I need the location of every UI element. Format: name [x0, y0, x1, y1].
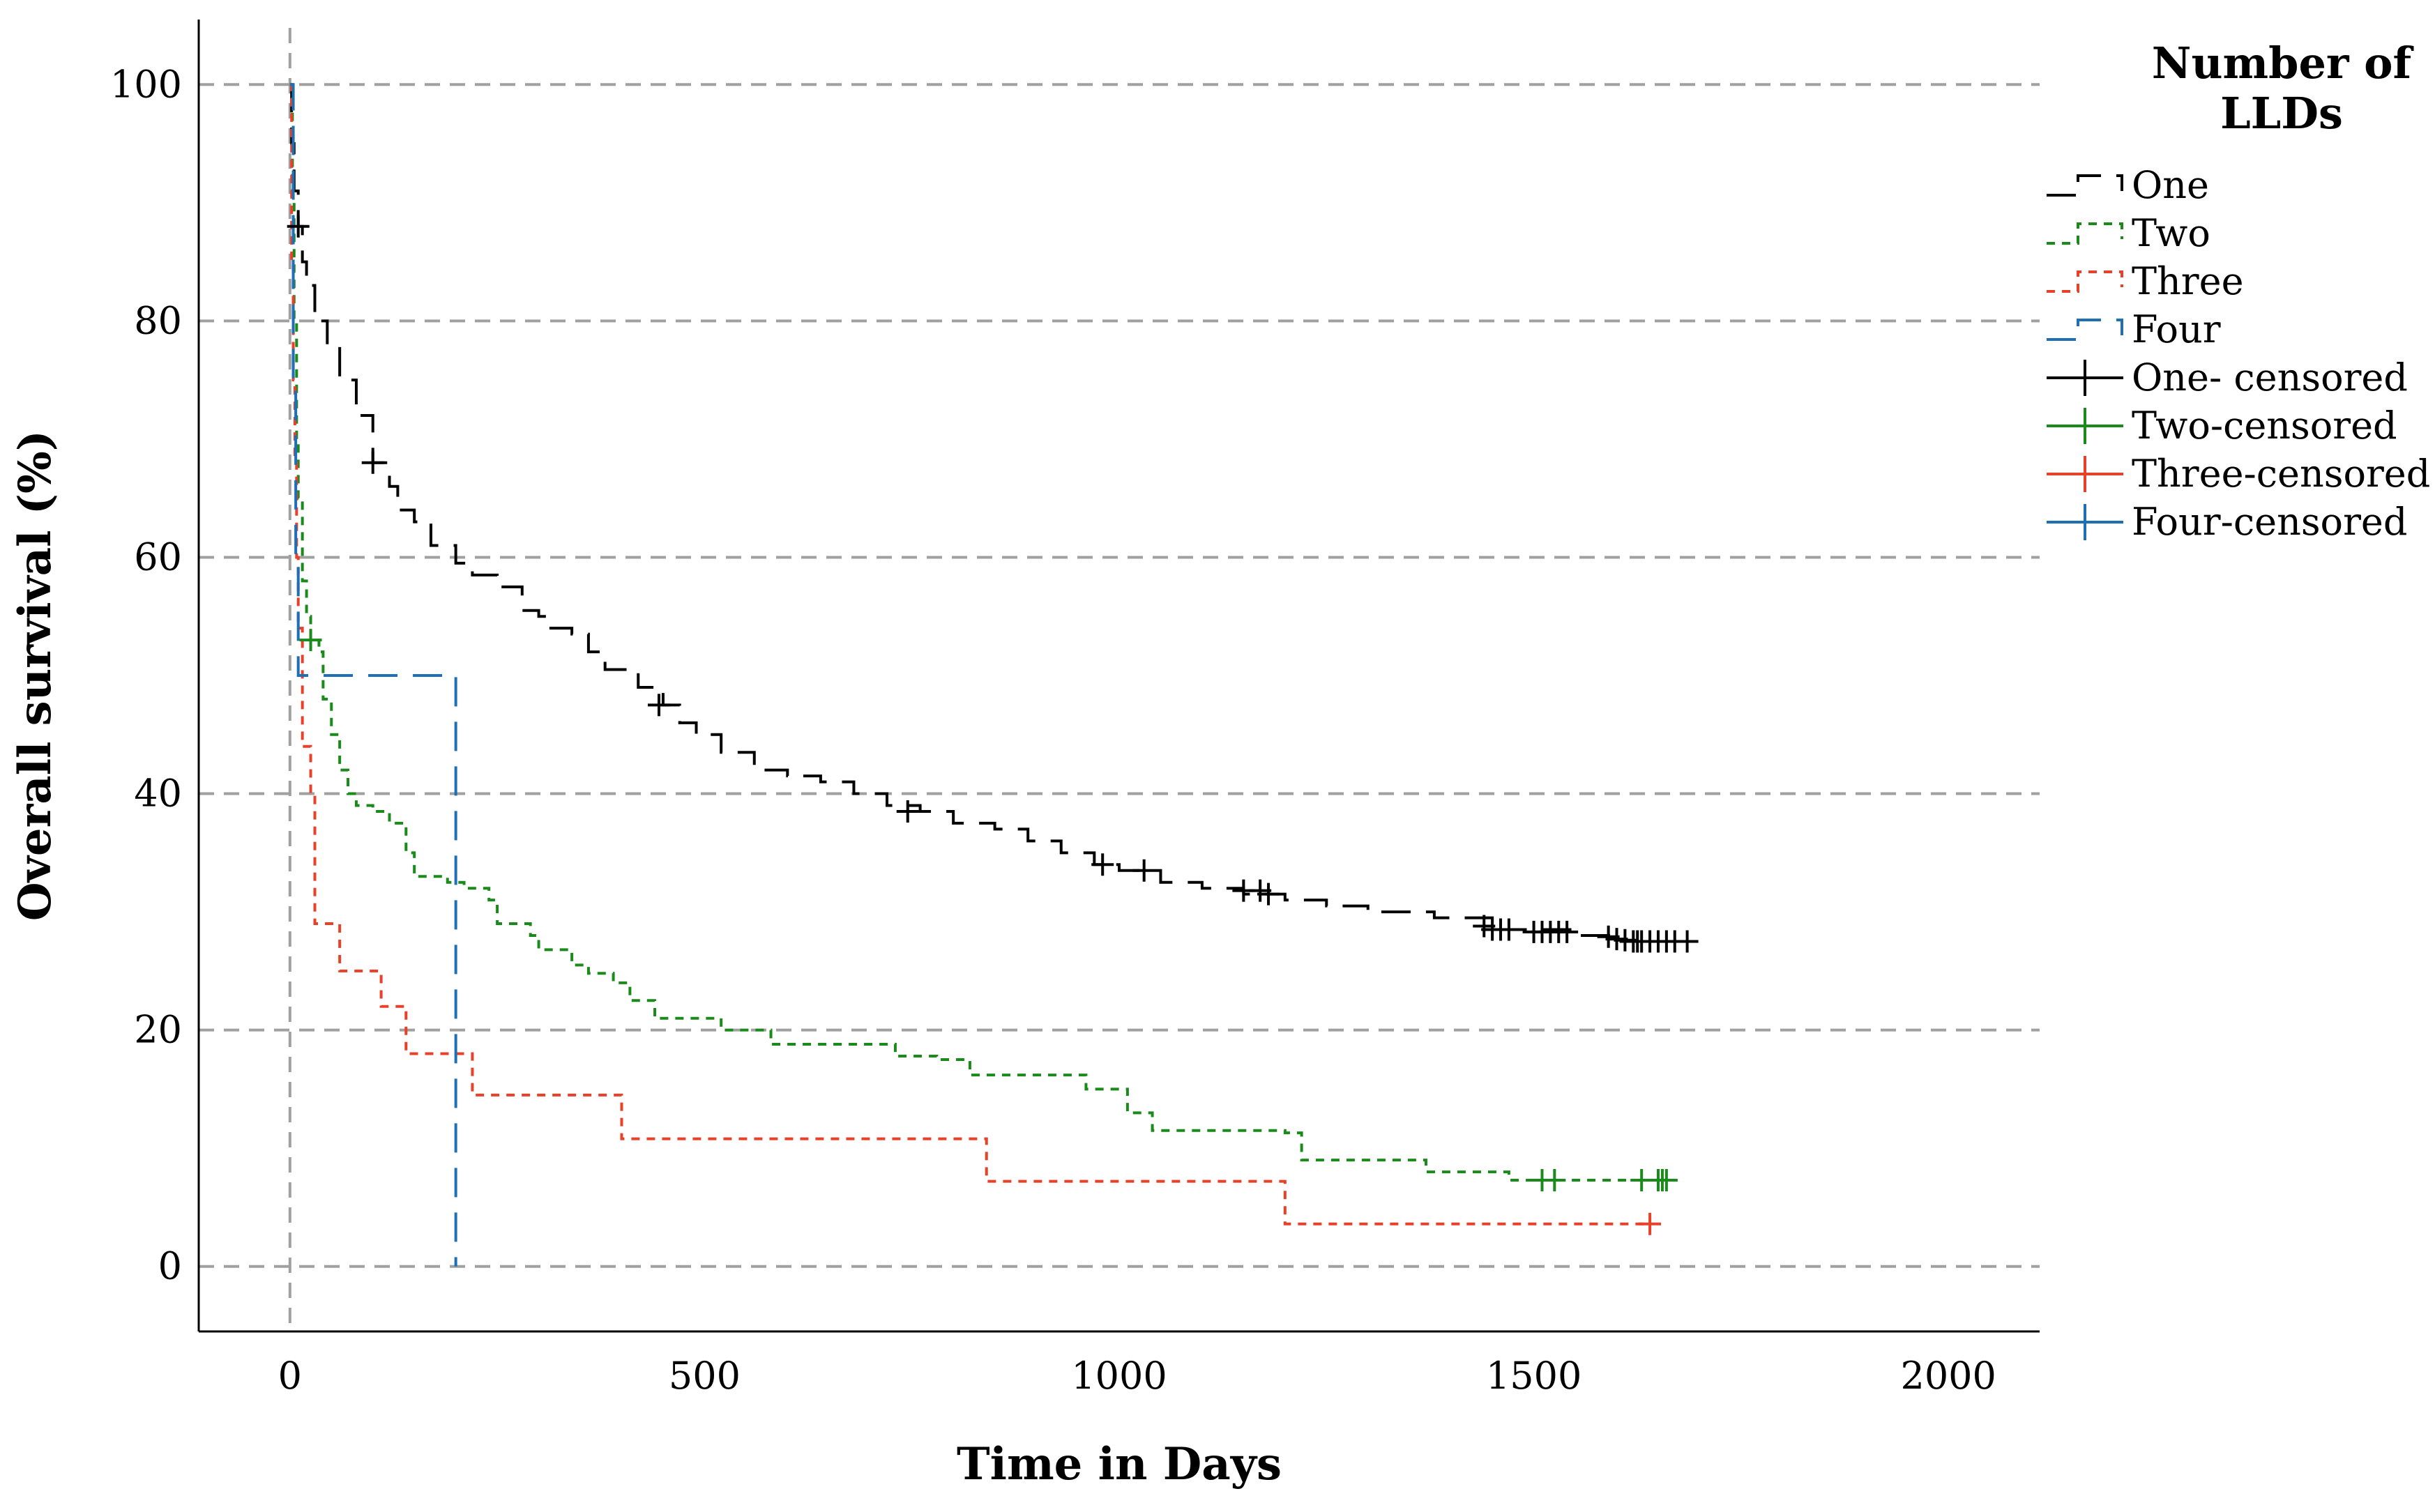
legend-label-one: One [2132, 163, 2209, 207]
y-tick-label: 20 [134, 1008, 182, 1052]
legend-swatch-four-censored [2047, 504, 2123, 540]
legend-item-four: Four [2047, 307, 2221, 351]
censor-mark-one-censored [1132, 859, 1155, 882]
series-line-four [289, 83, 457, 1267]
series-line-one [289, 83, 1683, 943]
censor-mark-one-censored [896, 800, 919, 823]
legend-label-four-censored: Four-censored [2132, 500, 2407, 544]
censor-mark-one-censored [361, 451, 384, 474]
censor-mark-one-censored [648, 694, 670, 717]
censor-mark-one-censored [1556, 920, 1579, 943]
censor-mark-two-censored [1655, 1168, 1678, 1191]
legend-swatch-one-censored [2047, 360, 2123, 396]
x-tick-label: 500 [669, 1354, 741, 1398]
legend-label-two-censored: Two-censored [2132, 404, 2397, 448]
series-line-three [289, 83, 1651, 1225]
censor-mark-two-censored [1543, 1168, 1566, 1191]
x-tick-label: 2000 [1900, 1354, 1996, 1398]
x-axis-title: Time in Days [957, 1438, 1282, 1490]
legend-item-three-censored: Three-censored [2047, 452, 2430, 496]
legend-label-two: Two [2132, 211, 2210, 255]
legend-swatch-two-censored [2047, 408, 2123, 444]
legend-label-three-censored: Three-censored [2132, 452, 2430, 496]
legend-label-four: Four [2132, 307, 2221, 351]
x-tick-label: 1000 [1071, 1354, 1167, 1398]
censor-mark-one-censored [1091, 853, 1114, 876]
legend-title-line2: LLDs [2220, 88, 2343, 139]
legend-swatch-three-censored [2047, 456, 2123, 492]
y-tick-label: 80 [134, 298, 182, 342]
y-tick-label: 60 [134, 535, 182, 579]
x-tick-label: 1500 [1486, 1354, 1581, 1398]
series-layer [289, 83, 1683, 1267]
y-tick-label: 100 [110, 62, 182, 106]
legend-swatch-four [2047, 319, 2123, 341]
legend-item-one-censored: One- censored [2047, 356, 2408, 399]
censor-mark-two-censored [299, 629, 322, 652]
legend-swatch-two [2047, 222, 2123, 245]
censor-mark-one-censored [1497, 918, 1520, 941]
censor-mark-one-censored [1257, 883, 1280, 906]
legend-swatch-three [2047, 270, 2123, 293]
censor-mark-one-censored [287, 215, 310, 238]
grid-layer [199, 28, 2040, 1331]
y-tick-label: 40 [134, 772, 182, 816]
legend-label-three: Three [2132, 259, 2244, 303]
censor-layer [287, 215, 1699, 1235]
legend-item-two: Two [2047, 211, 2210, 255]
y-tick-label: 0 [158, 1244, 182, 1288]
axis-layer [197, 20, 2040, 1333]
legend-label-one-censored: One- censored [2132, 356, 2408, 399]
censor-mark-one-censored [1676, 930, 1699, 953]
legend-swatch-one [2047, 174, 2123, 197]
legend-title-line1: Number of [2152, 38, 2414, 89]
legend-item-two-censored: Two-censored [2047, 404, 2397, 448]
y-axis-title: Overall survival (%) [9, 430, 61, 921]
x-tick-label: 0 [278, 1354, 302, 1398]
series-line-two [289, 83, 1667, 1182]
legend-item-three: Three [2047, 259, 2244, 303]
legend-item-one: One [2047, 163, 2209, 207]
censor-mark-three-censored [1639, 1212, 1662, 1235]
legend-item-four-censored: Four-censored [2047, 500, 2407, 544]
